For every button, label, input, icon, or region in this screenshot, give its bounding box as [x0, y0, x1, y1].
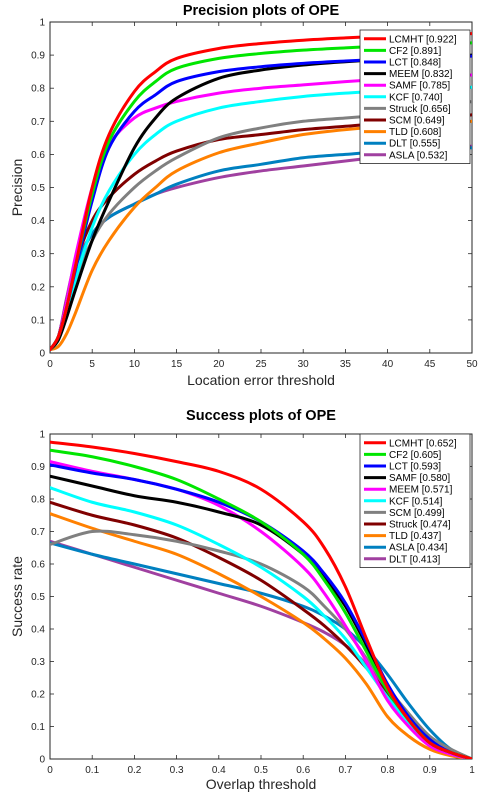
legend-entry: SCM [0.649]	[389, 116, 445, 127]
x-tick-label: 0.9	[423, 765, 437, 776]
x-tick-label: 0.8	[381, 765, 395, 776]
legend-entry: LCT [0.593]	[389, 462, 441, 473]
y-tick-label: 1	[39, 430, 45, 441]
legend-entry: KCF [0.514]	[389, 496, 443, 507]
x-tick-label: 0.1	[85, 765, 99, 776]
x-tick-label: 5	[89, 359, 95, 370]
x-tick-label: 25	[255, 359, 267, 370]
chart-2: Success plots of OPE 0 0.1 0.2 0.3 0.4 0.5 0.6 0…	[9, 408, 475, 792]
y-tick-label: 0.6	[31, 150, 45, 161]
y-tick-label: 0.7	[31, 117, 45, 128]
legend-entry: SAMF [0.580]	[389, 473, 450, 484]
legend-entry: LCMHT [0.922]	[389, 34, 457, 45]
y-tick-label: 0.9	[31, 462, 45, 473]
legend-entry: LCT [0.848]	[389, 58, 441, 69]
legend-entry: MEEM [0.571]	[389, 485, 453, 496]
x-tick-label: 0.3	[170, 765, 184, 776]
y-axis-label: Precision	[9, 159, 25, 217]
y-tick-label: 0.2	[31, 282, 45, 293]
legend-entry: CF2 [0.891]	[389, 46, 441, 57]
y-tick-label: 1	[39, 18, 45, 29]
x-axis-label: Location error threshold	[187, 372, 335, 388]
x-tick-label: 35	[340, 359, 352, 370]
y-tick-label: 0.8	[31, 84, 45, 95]
series-line	[50, 463, 472, 759]
series-line	[50, 529, 472, 759]
x-tick-label: 15	[171, 359, 183, 370]
x-tick-label: 0.5	[254, 765, 268, 776]
x-tick-label: 0.7	[338, 765, 352, 776]
x-tick-label: 50	[466, 359, 478, 370]
legend-entry: DLT [0.413]	[389, 554, 441, 565]
series-lines	[50, 440, 472, 759]
x-tick-label: 0	[47, 765, 53, 776]
x-tick-label: 45	[424, 359, 436, 370]
y-tick-label: 0.1	[31, 722, 45, 733]
y-tick-label: 0.1	[31, 315, 45, 326]
legend-entry: TLD [0.608]	[389, 127, 441, 138]
y-tick-label: 0.7	[31, 527, 45, 538]
chart-title: Success plots of OPE	[186, 408, 336, 424]
legend-entry: SCM [0.499]	[389, 508, 445, 519]
y-tick-label: 0.5	[31, 592, 45, 603]
legend: LCMHT [0.652]CF2 [0.605]LCT [0.593]SAMF …	[359, 433, 471, 569]
legend-entry: CF2 [0.605]	[389, 450, 441, 461]
legend-entry: DLT [0.555]	[389, 139, 441, 150]
series-line	[50, 440, 472, 759]
y-axis-label: Success rate	[9, 556, 25, 637]
x-tick-label: 1	[469, 765, 475, 776]
y-tick-label: 0.9	[31, 51, 45, 62]
x-tick-label: 20	[213, 359, 225, 370]
y-tick-label: 0.6	[31, 560, 45, 571]
x-tick-label: 10	[129, 359, 141, 370]
legend-entry: SAMF [0.785]	[389, 81, 450, 92]
x-axis-label: Overlap threshold	[206, 776, 317, 792]
x-tick-label: 0	[47, 359, 53, 370]
legend-entry: TLD [0.437]	[389, 531, 441, 542]
legend-entry: ASLA [0.532]	[389, 150, 448, 161]
series-line	[50, 512, 472, 759]
x-tick-label: 0.2	[127, 765, 141, 776]
y-tick-label: 0.4	[31, 625, 45, 636]
x-tick-label: 40	[382, 359, 394, 370]
x-tick-label: 0.4	[212, 765, 226, 776]
legend-entry: LCMHT [0.652]	[389, 438, 457, 449]
legend-entry: KCF [0.740]	[389, 92, 443, 103]
legend-entry: MEEM [0.832]	[389, 69, 453, 80]
y-tick-label: 0	[39, 349, 45, 360]
y-tick-label: 0	[39, 755, 45, 766]
x-tick-label: 0.6	[296, 765, 310, 776]
x-tick-label: 30	[298, 359, 310, 370]
y-tick-label: 0.4	[31, 216, 45, 227]
legend: LCMHT [0.922]CF2 [0.891]LCT [0.848]MEEM …	[359, 29, 471, 165]
legend-entry: Struck [0.474]	[389, 520, 451, 531]
y-tick-label: 0.2	[31, 690, 45, 701]
legend-entry: ASLA [0.434]	[389, 543, 448, 554]
y-tick-label: 0.8	[31, 495, 45, 506]
y-tick-label: 0.3	[31, 657, 45, 668]
y-tick-label: 0.5	[31, 183, 45, 194]
y-tick-label: 0.3	[31, 249, 45, 260]
legend-entry: Struck [0.656]	[389, 104, 451, 115]
chart-title: Precision plots of OPE	[183, 3, 340, 19]
